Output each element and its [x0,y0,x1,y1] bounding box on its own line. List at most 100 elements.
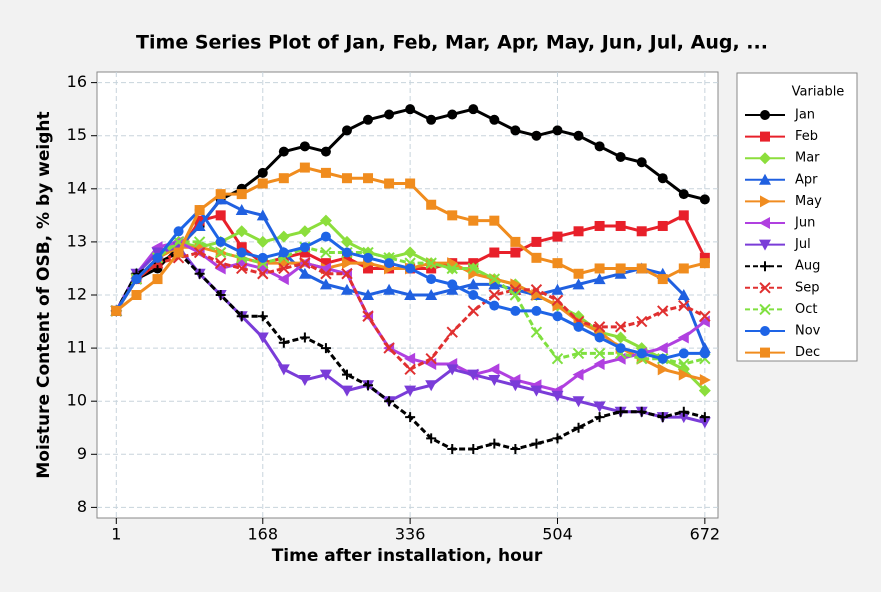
marker [425,380,438,392]
marker [236,262,248,275]
legend-label: Oct [795,302,817,317]
marker [573,321,584,332]
marker [257,178,268,189]
marker [383,283,396,295]
marker [488,289,501,301]
marker [215,189,226,200]
marker [152,252,163,263]
marker [319,214,332,227]
marker [341,247,352,258]
legend-label: Aug [795,259,820,274]
marker [552,433,563,444]
marker [215,290,226,300]
marker [426,274,437,285]
marker [594,263,605,274]
marker [405,412,416,423]
marker [593,401,606,413]
marker [615,263,626,274]
marker [383,342,395,354]
marker [236,242,247,253]
marker [531,438,542,449]
marker [194,268,205,279]
marker [759,173,771,185]
y-tick-label: 10 [67,391,87,410]
marker [530,385,543,397]
marker [214,257,227,269]
marker [572,368,584,381]
marker [214,246,227,259]
marker [111,305,122,316]
marker [341,173,352,184]
legend-label: Sep [795,280,820,295]
marker [657,412,668,423]
marker [299,332,310,343]
marker [593,347,606,360]
marker [173,226,184,237]
marker [760,261,770,272]
marker [298,374,311,386]
y-tick-label: 11 [67,338,87,357]
y-tick-label: 14 [67,178,87,197]
marker [573,130,584,141]
x-tick-label: 336 [395,525,426,544]
marker [173,247,184,258]
marker [425,257,437,269]
marker [363,173,374,184]
marker [340,283,353,295]
marker [405,263,416,274]
y-tick-label: 16 [67,72,87,91]
marker [699,310,711,322]
legend-title: Variable [792,85,845,100]
marker [341,252,352,263]
marker [425,353,437,365]
marker [468,290,479,300]
marker [278,173,289,184]
marker [341,369,352,380]
marker [488,273,501,285]
marker [489,215,500,226]
marker [277,364,290,376]
marker [405,104,416,115]
marker [699,194,710,205]
marker [404,352,416,365]
marker [467,278,480,290]
marker [299,242,310,253]
marker [488,363,500,376]
marker [552,258,563,269]
marker [447,279,458,290]
marker [405,178,416,189]
marker [404,363,416,376]
marker [256,235,269,248]
marker [615,220,626,231]
marker [426,433,437,444]
marker [236,189,247,200]
series [111,162,710,316]
marker [677,289,690,300]
legend-label: Apr [795,172,818,187]
marker [193,246,206,259]
marker [363,380,374,391]
marker [468,215,479,226]
marker [362,289,375,300]
marker [319,278,332,290]
marker [594,220,605,231]
marker [509,380,522,392]
marker [594,141,605,152]
marker [510,236,521,247]
marker [278,337,289,348]
marker [319,369,332,381]
marker [657,274,668,285]
marker [446,364,459,376]
marker [594,412,605,423]
marker [636,157,647,168]
marker [488,278,501,290]
marker [551,390,564,402]
marker [131,290,142,300]
marker [320,258,331,269]
marker [256,332,269,344]
marker [404,246,417,259]
marker [278,262,290,275]
marker [530,326,543,338]
marker [277,273,289,286]
marker [698,384,711,397]
